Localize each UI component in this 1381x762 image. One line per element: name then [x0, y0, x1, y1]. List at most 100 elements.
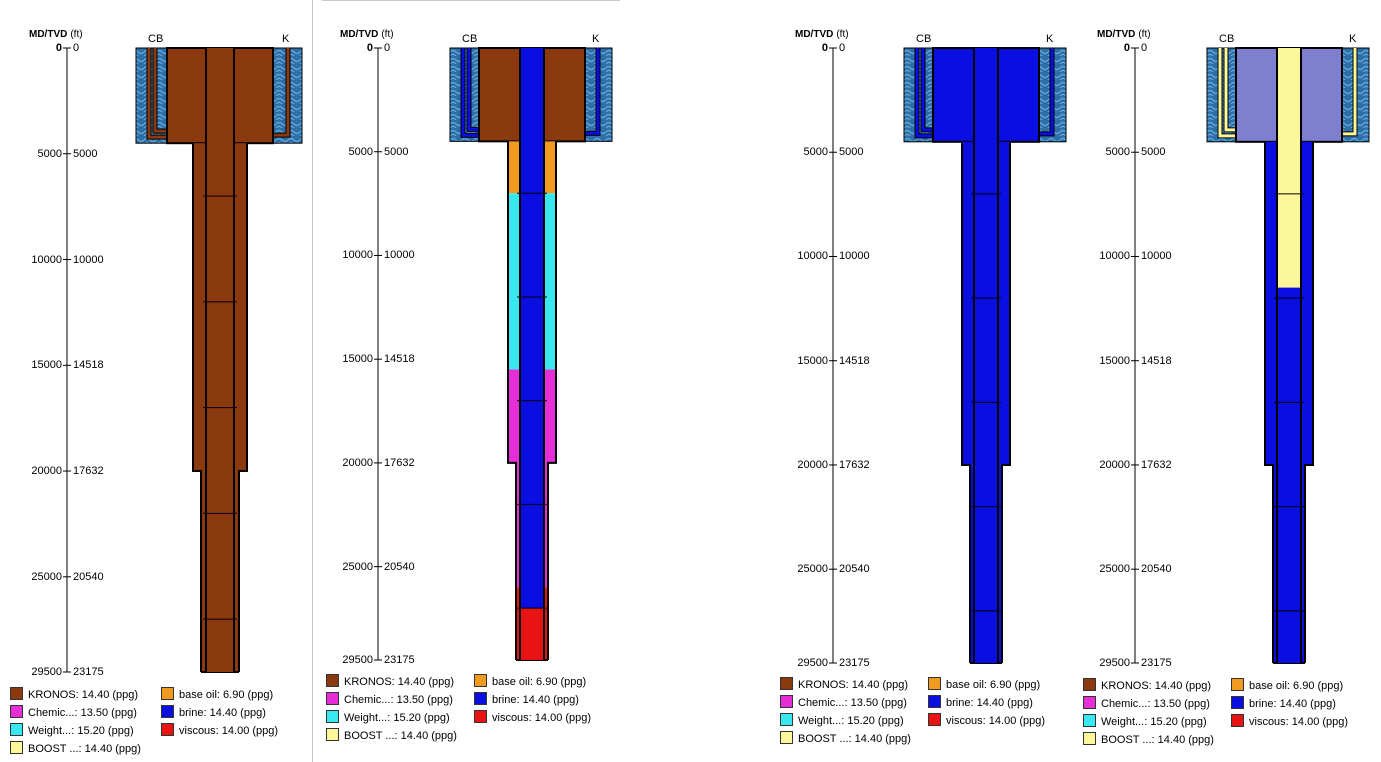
md-tick-label: 5000	[1105, 146, 1130, 159]
tvd-tick-label: 0	[73, 42, 80, 54]
kill-line-fluid	[1036, 48, 1054, 136]
md-tick-label: 5000	[37, 147, 62, 160]
legend-unit: (ppg)	[885, 733, 911, 745]
legend-item: Chemic...: 13.50 (ppg)	[10, 705, 137, 719]
legend-fluid-name: brine:	[946, 697, 977, 709]
choke-line-fluid	[915, 48, 934, 138]
legend-fluid-name: brine:	[179, 707, 210, 719]
legend-item: brine: 14.40 (ppg)	[474, 692, 579, 706]
legend-item: viscous: 14.00 (ppg)	[161, 723, 278, 737]
legend-unit: (ppg)	[107, 725, 134, 737]
legend-item: viscous: 14.00 (ppg)	[928, 713, 1045, 727]
tvd-tick-label: 10000	[839, 250, 870, 263]
legend-item: Weight...: 15.20 (ppg)	[326, 710, 450, 724]
md-tick-label: 0	[366, 42, 373, 54]
legend-item: base oil: 6.90 (ppg)	[161, 687, 273, 701]
tvd-tick-label: 10000	[384, 249, 415, 262]
legend-fluid-name: Chemic...:	[798, 697, 851, 709]
legend-fluid-name: base oil:	[492, 676, 537, 688]
md-tick-label: 29500	[342, 654, 373, 666]
legend-item: base oil: 6.90 (ppg)	[1231, 678, 1343, 692]
md-tick-label: 15000	[31, 359, 62, 372]
legend-swatch	[1083, 696, 1096, 709]
legend-item: viscous: 14.00 (ppg)	[474, 710, 591, 724]
choke-line-fluid	[1218, 48, 1237, 138]
well-schematic	[1131, 47, 1370, 664]
md-tick-label: 29500	[797, 657, 828, 669]
legend-unit: (ppg)	[882, 679, 909, 691]
legend-fluid-name: Weight...:	[28, 725, 78, 737]
legend-swatch	[10, 705, 23, 718]
legend-unit: (ppg)	[1007, 697, 1033, 709]
md-tick-label: 10000	[31, 253, 62, 266]
legend-item: brine: 14.40 (ppg)	[1231, 696, 1336, 710]
legend-density: 14.00	[534, 712, 566, 724]
legend-item: Chemic...: 13.50 (ppg)	[1083, 696, 1210, 710]
legend-unit: (ppg)	[1180, 716, 1207, 728]
tvd-tick-label: 14518	[839, 354, 870, 367]
casing-right-wall	[1304, 141, 1314, 663]
legend-fluid-name: Weight...:	[798, 715, 848, 727]
tvd-tick-label: 20540	[384, 560, 415, 573]
legend-fluid-name: BOOST ...:	[1101, 734, 1158, 746]
cb-label: CB	[148, 33, 164, 45]
legend-fluid-name: BOOST ...:	[344, 730, 401, 742]
legend-density: 15.20	[393, 712, 424, 724]
legend-swatch	[928, 677, 941, 690]
legend-unit: (ppg)	[423, 712, 450, 724]
legend-density: 13.50	[1153, 698, 1185, 710]
legend-fluid-name: Chemic...:	[344, 694, 397, 706]
legend-swatch	[474, 674, 487, 687]
md-tvd-header: MD/TVD (ft)	[1097, 29, 1151, 40]
legend-unit: (ppg)	[1184, 698, 1210, 710]
legend-density: 6.90	[1293, 680, 1318, 692]
tvd-tick-label: 14518	[1141, 354, 1172, 367]
md-tick-label: 29500	[1099, 657, 1130, 669]
panel-divider	[312, 0, 313, 762]
well-schematic	[374, 47, 613, 661]
unit-label: (ft)	[70, 29, 83, 40]
legend-density: 14.40	[400, 730, 432, 742]
legend-fluid-name: KRONOS:	[344, 676, 398, 688]
legend-density: 6.90	[990, 679, 1015, 691]
md-tick-label: 5000	[348, 145, 373, 158]
md-tvd-label: MD/TVD	[340, 29, 379, 40]
legend-swatch	[780, 731, 793, 744]
legend-swatch	[1231, 696, 1244, 709]
tvd-tick-label: 5000	[1141, 146, 1166, 159]
tvd-tick-label: 23175	[73, 666, 104, 678]
tvd-tick-label: 17632	[1141, 458, 1172, 471]
legend-item: brine: 14.40 (ppg)	[928, 695, 1033, 709]
legend-swatch	[1083, 714, 1096, 727]
legend-swatch	[780, 677, 793, 690]
legend-density: 15.20	[847, 715, 878, 727]
legend-density: 14.40	[854, 733, 886, 745]
legend-unit: (ppg)	[560, 676, 587, 688]
legend-density: 15.20	[1150, 716, 1181, 728]
legend-unit: (ppg)	[1188, 734, 1214, 746]
md-tick-label: 15000	[1099, 354, 1130, 367]
legend-density: 6.90	[536, 676, 561, 688]
tvd-tick-label: 14518	[384, 353, 415, 366]
legend-item: BOOST ...: 14.40 (ppg)	[780, 731, 911, 745]
md-tick-label: 10000	[1099, 250, 1130, 263]
legend-fluid-name: KRONOS:	[798, 679, 852, 691]
md-tick-label: 0	[55, 42, 62, 54]
legend-swatch	[326, 674, 339, 687]
k-label: K	[282, 33, 290, 45]
unit-label: (ft)	[381, 29, 394, 40]
tvd-tick-label: 20540	[1141, 563, 1172, 576]
md-tvd-header: MD/TVD (ft)	[340, 29, 394, 40]
legend-swatch	[1231, 678, 1244, 691]
pipe-segment	[974, 48, 998, 663]
choke-line-fluid	[147, 48, 166, 139]
legend-item: Chemic...: 13.50 (ppg)	[326, 692, 453, 706]
legend-unit: (ppg)	[431, 730, 457, 742]
legend-swatch	[780, 695, 793, 708]
legend-fluid-name: viscous:	[1249, 716, 1292, 728]
md-tick-label: 10000	[342, 249, 373, 262]
legend-density: 14.40	[397, 676, 429, 688]
legend-fluid-name: viscous:	[179, 725, 222, 737]
booster-line-fluid	[921, 48, 934, 132]
legend-density: 14.00	[221, 725, 253, 737]
